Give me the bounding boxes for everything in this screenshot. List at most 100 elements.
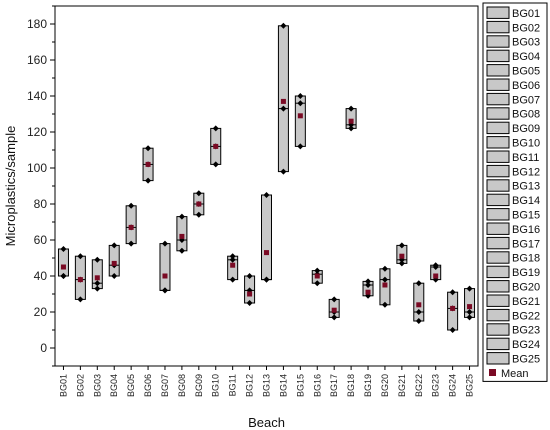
box-rect (159, 243, 171, 291)
legend-label: BG18 (512, 253, 540, 265)
data-point (466, 285, 473, 292)
data-point (94, 256, 101, 263)
data-point (128, 240, 135, 247)
x-tick-label: BG02 (75, 374, 85, 397)
x-tick-label: BG07 (160, 374, 170, 397)
legend-swatch (486, 121, 510, 135)
data-point (280, 22, 287, 29)
x-tick-label: BG01 (58, 374, 68, 397)
data-point (94, 280, 101, 287)
box-rect (277, 25, 289, 173)
data-point (348, 105, 355, 112)
legend-label: BG19 (512, 267, 540, 279)
legend-swatch (486, 150, 510, 163)
legend-label: BG24 (512, 339, 540, 351)
mean-marker (145, 161, 151, 167)
box-BG17 (328, 296, 340, 321)
data-point (466, 314, 473, 321)
legend-swatch (486, 337, 510, 351)
data-point (145, 145, 152, 152)
mean-marker (196, 201, 202, 207)
mean-marker (433, 273, 439, 279)
legend-label: BG10 (512, 138, 540, 150)
box-BG16 (311, 267, 323, 287)
legend-label: BG12 (512, 166, 540, 178)
mean-marker (365, 289, 371, 295)
mean-marker (111, 260, 117, 266)
box-BG06 (142, 145, 154, 184)
box-rect (108, 244, 120, 277)
data-point (128, 202, 135, 209)
mean-marker (77, 277, 83, 283)
data-point (94, 285, 101, 292)
legend-swatch (486, 20, 510, 34)
box-BG02 (74, 253, 86, 303)
x-tick-label: BG04 (109, 374, 119, 397)
legend: BG01 BG02 BG03 BG04 BG05 BG06 BG07 BG08 BG09 BG10… (482, 2, 548, 382)
data-point (77, 253, 84, 260)
x-tick-label: BG23 (431, 374, 441, 397)
data-point (229, 253, 236, 260)
y-tick-label: 60 (34, 233, 48, 247)
box-BG15 (294, 93, 306, 150)
legend-swatch (486, 92, 510, 106)
x-tick-label: BG19 (363, 374, 373, 397)
legend-label: BG13 (512, 181, 540, 193)
x-tick-label: BG03 (92, 374, 102, 397)
data-point (381, 276, 388, 283)
legend-swatch (486, 179, 510, 192)
legend-label: BG14 (512, 195, 540, 207)
mean-marker (264, 250, 269, 256)
mean-marker (382, 282, 388, 288)
data-point (161, 240, 168, 247)
data-point (381, 265, 388, 272)
data-point (195, 190, 202, 197)
legend-label: BG11 (512, 152, 539, 164)
data-point (161, 287, 168, 294)
y-tick-label: 0 (40, 341, 47, 355)
legend-swatch (486, 107, 510, 120)
legend-swatch (486, 164, 510, 178)
box-rect (176, 216, 188, 252)
data-point (178, 247, 185, 254)
box-BG20 (379, 265, 391, 308)
x-tick-label: BG24 (448, 374, 458, 397)
data-point (314, 267, 321, 274)
data-point (145, 177, 152, 184)
y-axis: 0 20 40 60 80 100 120 140 160 180 (27, 5, 55, 367)
legend-swatch (486, 265, 510, 279)
legend-label: BG01 (512, 8, 540, 20)
box-rect (261, 194, 272, 281)
x-tick-label: BG11 (228, 374, 238, 396)
mean-marker (280, 98, 286, 104)
y-tick-label: 40 (34, 269, 48, 283)
data-point (111, 242, 118, 249)
data-point (280, 168, 287, 175)
box-BG24 (447, 289, 459, 333)
box-BG01 (57, 246, 69, 279)
mean-marker (399, 253, 405, 259)
box-BG19 (362, 278, 374, 299)
x-tick-label: BG12 (245, 374, 255, 397)
mean-marker (467, 304, 473, 310)
mean-marker (94, 275, 100, 281)
mean-marker (162, 273, 168, 279)
x-tick-label: BG16 (312, 374, 322, 397)
data-point (381, 301, 388, 308)
box-BG08 (176, 213, 188, 254)
data-point (60, 273, 67, 279)
data-point (229, 276, 236, 283)
box-BG22 (413, 280, 425, 324)
box-BG13 (261, 192, 272, 283)
legend-swatch (486, 49, 510, 63)
legend-label: BG09 (512, 123, 540, 135)
legend-swatch (486, 352, 510, 365)
box-BG07 (159, 240, 171, 294)
data-point (297, 143, 304, 150)
legend-label: BG08 (512, 109, 540, 121)
legend-label: BG02 (512, 22, 540, 34)
y-axis-label: Microplastics/sample (3, 126, 18, 247)
data-point (466, 309, 473, 315)
legend-swatch (486, 308, 510, 322)
legend-swatch (486, 294, 510, 307)
